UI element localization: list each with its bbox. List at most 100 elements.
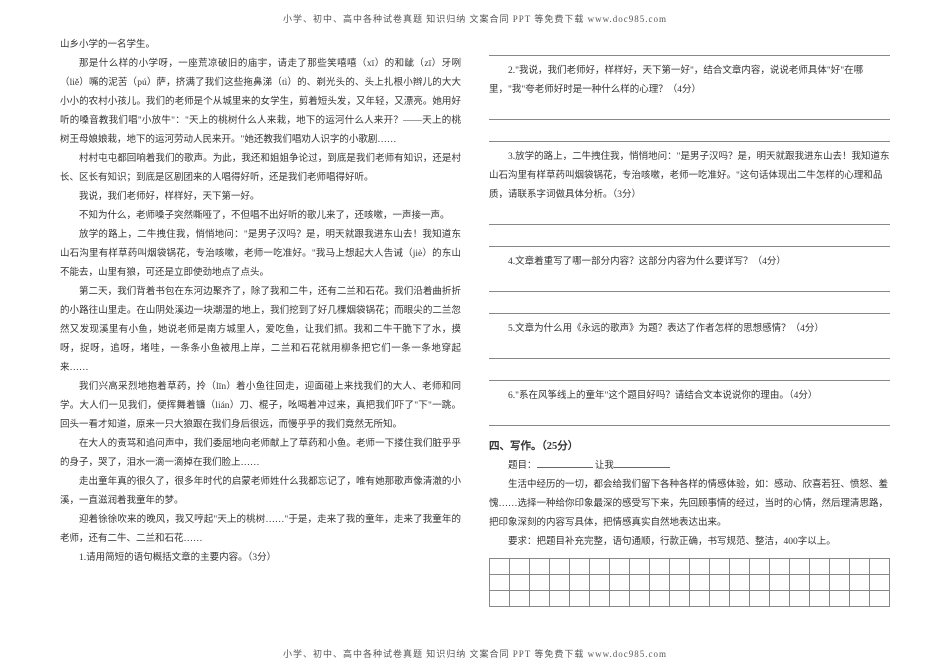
grid-cell[interactable] <box>630 575 650 591</box>
answer-line[interactable] <box>489 102 890 120</box>
grid-cell[interactable] <box>810 575 830 591</box>
answer-line[interactable] <box>489 229 890 247</box>
grid-cell[interactable] <box>750 559 770 575</box>
grid-cell[interactable] <box>590 575 610 591</box>
question-3: 3.放学的路上，二牛拽住我，悄悄地问："是男子汉吗？是，明天就跟我进东山去！我知… <box>489 148 890 205</box>
grid-cell[interactable] <box>710 559 730 575</box>
grid-cell[interactable] <box>610 559 630 575</box>
grid-row <box>490 591 890 607</box>
grid-cell[interactable] <box>650 591 670 607</box>
grid-cell[interactable] <box>830 575 850 591</box>
grid-cell[interactable] <box>730 575 750 591</box>
grid-cell[interactable] <box>610 575 630 591</box>
grid-cell[interactable] <box>670 575 690 591</box>
grid-cell[interactable] <box>550 591 570 607</box>
grid-cell[interactable] <box>510 575 530 591</box>
grid-cell[interactable] <box>810 591 830 607</box>
grid-cell[interactable] <box>510 559 530 575</box>
grid-cell[interactable] <box>510 591 530 607</box>
answer-line[interactable] <box>489 274 890 292</box>
page-body: 山乡小学的一名学生。 那是什么样的小学呀，一座荒凉破旧的庙宇，请走了那些笑嘻嘻（… <box>60 36 890 636</box>
grid-cell[interactable] <box>790 575 810 591</box>
grid-cell[interactable] <box>650 559 670 575</box>
grid-cell[interactable] <box>870 575 890 591</box>
grid-cell[interactable] <box>830 591 850 607</box>
grid-cell[interactable] <box>570 575 590 591</box>
passage-para: 第二天，我们背着书包在东河边聚齐了，除了我和二牛，还有二兰和石花。我们沿着曲折折… <box>60 283 461 378</box>
question-5: 5.文章为什么用《永远的歌声》为题？表达了作者怎样的思想感情？（4分） <box>489 320 890 339</box>
grid-cell[interactable] <box>630 559 650 575</box>
grid-cell[interactable] <box>670 591 690 607</box>
grid-cell[interactable] <box>650 575 670 591</box>
answer-line[interactable] <box>489 341 890 359</box>
grid-row <box>490 559 890 575</box>
grid-cell[interactable] <box>530 591 550 607</box>
answer-line[interactable] <box>489 363 890 381</box>
passage-para: 在大人的责骂和追问声中，我们委屈地向老师献上了草药和小鱼。老师一下搂住我们脏乎乎… <box>60 435 461 473</box>
grid-cell[interactable] <box>530 559 550 575</box>
grid-cell[interactable] <box>770 575 790 591</box>
grid-cell[interactable] <box>830 559 850 575</box>
grid-cell[interactable] <box>870 591 890 607</box>
grid-cell[interactable] <box>750 591 770 607</box>
passage-para: 放学的路上，二牛拽住我，悄悄地问："是男子汉吗？是，明天就跟我进东山去！我知道东… <box>60 226 461 283</box>
grid-cell[interactable] <box>870 559 890 575</box>
answer-line[interactable] <box>489 207 890 225</box>
grid-cell[interactable] <box>570 591 590 607</box>
page-header: 小学、初中、高中各种试卷真题 知识归纳 文案合同 PPT 等免费下载 www.d… <box>0 12 950 25</box>
grid-cell[interactable] <box>590 591 610 607</box>
grid-cell[interactable] <box>610 591 630 607</box>
answer-line[interactable] <box>489 124 890 142</box>
left-column: 山乡小学的一名学生。 那是什么样的小学呀，一座荒凉破旧的庙宇，请走了那些笑嘻嘻（… <box>60 36 461 636</box>
grid-cell[interactable] <box>630 591 650 607</box>
answer-line[interactable] <box>489 408 890 426</box>
grid-cell[interactable] <box>790 591 810 607</box>
grid-cell[interactable] <box>690 591 710 607</box>
question-6: 6."系在风筝线上的童年"这个题目好吗？请结合文本说说你的理由。（4分） <box>489 387 890 406</box>
prompt-prefix: 题目： <box>508 461 537 471</box>
grid-cell[interactable] <box>570 559 590 575</box>
grid-cell[interactable] <box>850 559 870 575</box>
grid-cell[interactable] <box>730 559 750 575</box>
prompt-suffix: 让我 <box>593 461 614 471</box>
grid-cell[interactable] <box>550 559 570 575</box>
passage-para: 不知为什么，老师嗓子突然嘶哑了，不但唱不出好听的歌儿来了，还咳嗽，一声接一声。 <box>60 207 461 226</box>
grid-cell[interactable] <box>490 559 510 575</box>
writing-requirements: 要求：把题目补充完整，语句通顺，行款正确，书写规范、整洁，400字以上。 <box>489 533 890 552</box>
grid-cell[interactable] <box>850 591 870 607</box>
title-blank[interactable] <box>614 459 670 469</box>
grid-cell[interactable] <box>770 591 790 607</box>
grid-cell[interactable] <box>850 575 870 591</box>
grid-cell[interactable] <box>770 559 790 575</box>
grid-cell[interactable] <box>790 559 810 575</box>
answer-line[interactable] <box>489 296 890 314</box>
passage-para: 那是什么样的小学呀，一座荒凉破旧的庙宇，请走了那些笑嘻嘻（xī）的和龇（zī）牙… <box>60 55 461 150</box>
passage-para: 迎着徐徐吹来的晚风，我又哼起"天上的桃树……"于是，走来了我的童年，走来了我童年… <box>60 511 461 549</box>
question-4: 4.文章着重写了哪一部分内容？这部分内容为什么要详写？（4分） <box>489 253 890 272</box>
grid-cell[interactable] <box>490 591 510 607</box>
writing-section-head: 四、写作。（25分） <box>489 438 890 453</box>
grid-cell[interactable] <box>490 575 510 591</box>
grid-cell[interactable] <box>690 559 710 575</box>
passage-para: 村村屯屯都回响着我们的歌声。为此，我还和姐姐争论过，到底是我们老师有知识，还是村… <box>60 150 461 188</box>
composition-grid[interactable] <box>489 558 890 607</box>
grid-cell[interactable] <box>590 559 610 575</box>
writing-instructions: 生活中经历的一切，都会给我们留下各种各样的情感体验，如：感动、欣喜若狂、愤怒、羞… <box>489 476 890 533</box>
grid-cell[interactable] <box>750 575 770 591</box>
grid-cell[interactable] <box>670 559 690 575</box>
grid-row <box>490 575 890 591</box>
grid-cell[interactable] <box>710 575 730 591</box>
writing-prompt: 题目： 让我 <box>489 457 890 476</box>
title-blank[interactable] <box>537 459 593 469</box>
grid-cell[interactable] <box>530 575 550 591</box>
grid-cell[interactable] <box>810 559 830 575</box>
grid-cell[interactable] <box>690 575 710 591</box>
answer-line[interactable] <box>489 38 890 56</box>
grid-cell[interactable] <box>710 591 730 607</box>
passage-para: 我们兴高采烈地抱着草药，拎（līn）着小鱼往回走，迎面碰上来找我们的大人、老师和… <box>60 378 461 435</box>
passage-line: 山乡小学的一名学生。 <box>60 36 461 55</box>
question-1: 1.请用简短的语句概括文章的主要内容。（3分） <box>60 549 461 568</box>
grid-cell[interactable] <box>550 575 570 591</box>
page-footer: 小学、初中、高中各种试卷真题 知识归纳 文案合同 PPT 等免费下载 www.d… <box>0 647 950 660</box>
grid-cell[interactable] <box>730 591 750 607</box>
